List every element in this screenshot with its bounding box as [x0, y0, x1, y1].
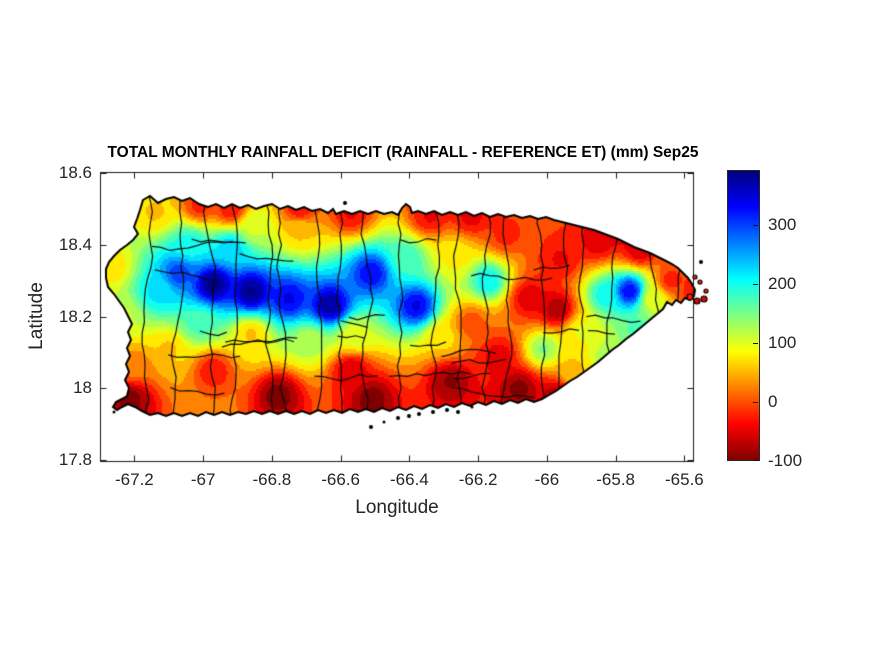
x-tick-label: -66.8: [252, 470, 292, 489]
x-axis-label: Longitude: [355, 497, 439, 518]
colorbar-tick-mark: [753, 343, 758, 345]
colorbar-tick-label: 300: [768, 215, 797, 235]
colorbar-tick-mark: [753, 402, 758, 404]
x-tick-label: -66: [534, 470, 560, 489]
x-tick-label: -67: [190, 470, 216, 489]
x-tick-label: -66.6: [321, 470, 360, 489]
x-tick-label: -66.2: [458, 470, 498, 489]
colorbar-tick-label: 100: [768, 333, 797, 353]
y-tick-label: 18.2: [58, 306, 92, 326]
colorbar-tick-mark: [753, 460, 758, 461]
x-tick-label: -66.4: [390, 470, 429, 489]
y-tick-label: 18.6: [58, 163, 92, 183]
chart-title: TOTAL MONTHLY RAINFALL DEFICIT (RAINFALL…: [107, 144, 699, 161]
colorbar-tick-label: 200: [768, 274, 797, 294]
y-tick-label: 18: [73, 378, 92, 398]
colorbar-tick-mark: [753, 225, 758, 227]
colorbar-tick-mark: [753, 284, 758, 286]
x-tick-label: -67.2: [115, 470, 154, 489]
y-tick-label: 18.4: [58, 234, 92, 254]
colorbar: [727, 170, 760, 461]
colorbar-tick-label: 0: [768, 392, 778, 412]
x-tick-label: -65.8: [596, 470, 636, 489]
x-tick-label: -65.6: [665, 470, 704, 489]
y-tick-label: 17.8: [58, 449, 92, 469]
colorbar-tick-label: -100: [768, 451, 803, 470]
